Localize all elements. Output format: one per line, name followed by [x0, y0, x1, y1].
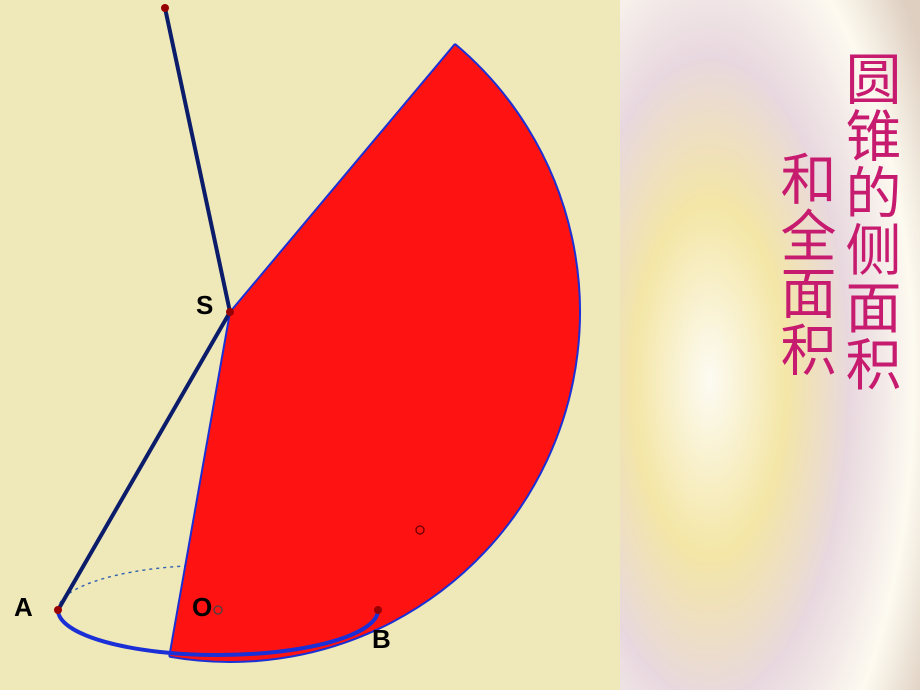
sector-fill	[169, 44, 580, 662]
slant-line-top	[165, 8, 230, 312]
stage: 圆锥的侧面积 和全面积 S A O B	[0, 0, 920, 690]
point-B	[374, 606, 382, 614]
title-column-2: 和全面积	[775, 150, 831, 378]
point-S	[226, 308, 234, 316]
title-column-1: 圆锥的侧面积	[840, 50, 896, 393]
label-A: A	[14, 592, 33, 623]
label-S: S	[196, 290, 213, 321]
point-A	[54, 606, 62, 614]
label-O: O	[192, 592, 212, 623]
point-top	[161, 4, 169, 12]
label-B: B	[372, 624, 391, 655]
